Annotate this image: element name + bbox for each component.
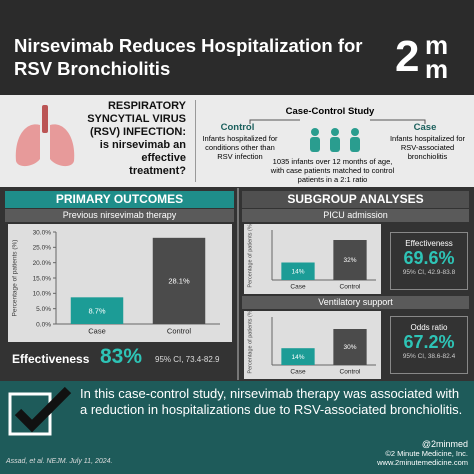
x-tick-label: Case — [290, 369, 306, 376]
logo-2: 2 — [395, 32, 420, 81]
title: Nirsevimab Reduces Hospitalization for R… — [14, 35, 363, 79]
primary-result-value: 83% — [100, 345, 143, 368]
check-icon — [8, 386, 72, 436]
copyright: ©2 Minute Medicine, Inc. — [385, 449, 468, 458]
population: 1035 infants over 12 months of age, with… — [270, 157, 395, 184]
value-label: 14% — [291, 354, 304, 361]
y-tick-label: 30.0% — [33, 229, 52, 236]
header — [0, 0, 474, 95]
subgroup-heading: SUBGROUP ANALYSES — [242, 191, 469, 208]
y-tick-label: 15.0% — [33, 275, 52, 282]
result-value: 67.2% — [403, 332, 455, 352]
bar — [152, 237, 206, 324]
x-tick-label: Case — [290, 284, 306, 291]
y-axis-label: Percentage of patients (%) — [12, 240, 19, 317]
question: RESPIRATORY SYNCYTIAL VIRUS (RSV) INFECT… — [87, 100, 186, 177]
y-tick-label: 20.0% — [33, 260, 52, 267]
value-label: 28.1% — [168, 277, 190, 286]
control-label: Control — [220, 122, 255, 133]
x-tick-label: Control — [340, 284, 362, 291]
bar — [70, 297, 124, 324]
bar — [281, 262, 315, 280]
y-tick-label: 5.0% — [36, 306, 51, 313]
value-label: 32% — [343, 257, 356, 264]
credits: @2minmed ©2 Minute Medicine, Inc. www.2m… — [340, 439, 468, 468]
result-label: Odds ratio — [410, 323, 448, 332]
divider — [195, 100, 196, 182]
y-axis-label: Percentage of patients (%) — [248, 224, 254, 288]
y-tick-label: 10.0% — [33, 291, 52, 298]
result-ci: 95% CI, 38.6-82.4 — [402, 353, 456, 360]
picu-result: Effectiveness 69.6% 95% CI, 42.9-83.8 — [390, 232, 468, 290]
y-tick-label: 25.0% — [33, 245, 52, 252]
handle: @2minmed — [421, 439, 468, 449]
picu-chart: Percentage of patients (%) Case 14% Control… — [244, 224, 381, 294]
logo-m: m — [425, 54, 449, 84]
case-text: Infants hospitalized for RSV-associated … — [389, 134, 466, 161]
logo-m: m — [425, 30, 449, 60]
study-arrows — [249, 119, 426, 152]
x-tick-label: Control — [340, 369, 362, 376]
result-ci: 95% CI, 42.9-83.8 — [402, 269, 456, 276]
y-tick-label: 0.0% — [36, 321, 51, 328]
bar — [281, 348, 315, 365]
primary-chart: Percentage of patients (%) 0.0% 5.0% 10.0% 1… — [8, 224, 232, 342]
citation: Assad, et al. NEJM. July 11, 2024. — [6, 458, 113, 465]
logo: 2 m m — [395, 30, 463, 88]
control-text: Infants hospitalized for conditions othe… — [202, 134, 278, 161]
primary-subheading: Previous nirsevimab therapy — [5, 209, 234, 222]
subgroup-subheading: Ventilatory support — [242, 296, 469, 309]
primary-heading: PRIMARY OUTCOMES — [5, 191, 234, 208]
bar — [333, 240, 367, 280]
case-label: Case — [413, 122, 437, 133]
url: www.2minutemedicine.com — [377, 458, 468, 467]
value-label: 14% — [291, 268, 304, 275]
y-axis-label: Percentage of patients (%) — [248, 311, 254, 374]
study-title: Case-Control Study — [285, 106, 375, 117]
x-tick-label: Case — [88, 327, 106, 336]
primary-result-ci: 95% CI, 73.4-82.9 — [155, 355, 220, 364]
value-label: 8.7% — [88, 306, 105, 315]
result-value: 69.6% — [403, 248, 455, 268]
divider — [237, 188, 239, 380]
lungs-icon — [15, 105, 75, 167]
x-tick-label: Control — [167, 327, 192, 336]
ventilatory-result: Odds ratio 67.2% 95% CI, 38.6-82.4 — [390, 316, 468, 374]
bar — [333, 329, 367, 365]
primary-result-label: Effectiveness — [12, 352, 90, 366]
conclusion-band — [0, 381, 474, 474]
intro-band — [0, 95, 474, 187]
conclusion: In this case-control study, nirsevimab t… — [80, 386, 463, 417]
subgroup-subheading: PICU admission — [242, 209, 469, 222]
ventilatory-chart: Percentage of patients (%) Case 14% Control… — [244, 311, 381, 379]
value-label: 30% — [343, 344, 356, 351]
result-label: Effectiveness — [405, 239, 453, 248]
